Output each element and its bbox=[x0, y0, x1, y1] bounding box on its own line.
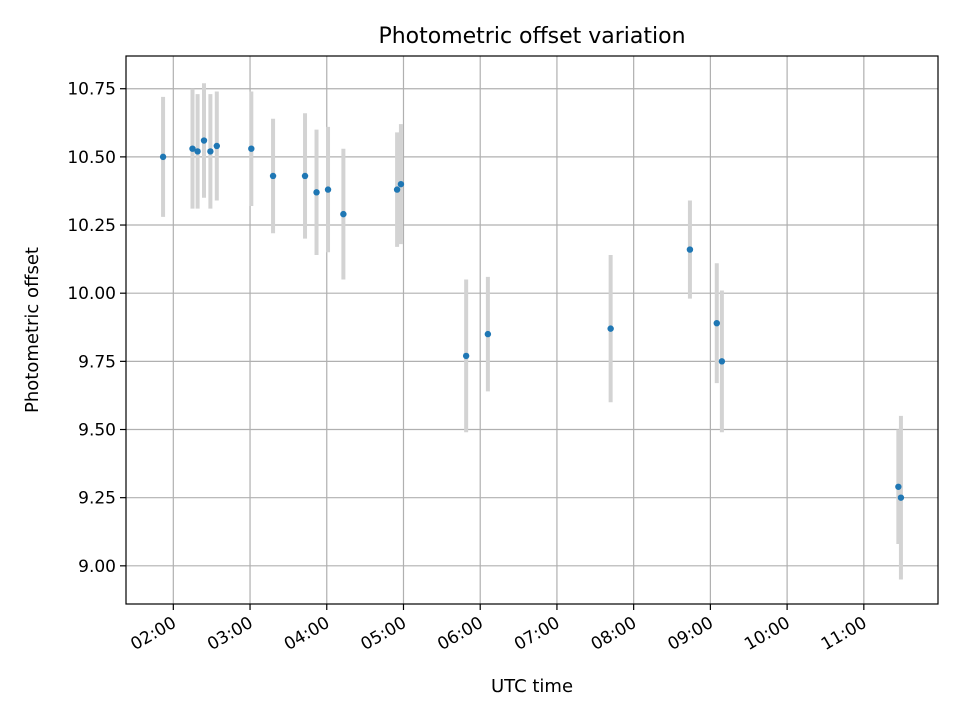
y-tick-label: 9.50 bbox=[78, 421, 116, 441]
data-point bbox=[189, 145, 196, 152]
data-point bbox=[713, 319, 720, 327]
data-points bbox=[159, 137, 905, 501]
data-point bbox=[213, 142, 220, 150]
data-point bbox=[718, 358, 726, 365]
y-tick-label: 10.25 bbox=[67, 216, 116, 236]
data-point bbox=[484, 330, 492, 338]
data-point bbox=[393, 186, 401, 193]
data-point bbox=[897, 494, 905, 501]
data-point bbox=[313, 189, 320, 196]
y-tick-label: 10.75 bbox=[67, 80, 116, 100]
data-point bbox=[301, 172, 309, 180]
plot-frame bbox=[125, 55, 939, 605]
y-tick-label: 10.50 bbox=[67, 148, 116, 168]
data-point bbox=[194, 148, 201, 155]
y-tick-label: 9.75 bbox=[78, 352, 116, 372]
data-point bbox=[462, 352, 470, 360]
data-point bbox=[269, 172, 277, 180]
data-point bbox=[397, 180, 405, 188]
data-point bbox=[340, 210, 347, 218]
data-point bbox=[686, 246, 694, 253]
y-tick-label: 9.00 bbox=[78, 557, 116, 577]
data-point bbox=[607, 325, 614, 332]
y-axis-ticks: 9.00 9.25 9.50 9.75 10.00 10.25 10.50 10.75 bbox=[67, 80, 126, 577]
y-tick-label: 10.00 bbox=[67, 284, 116, 304]
data-point bbox=[895, 483, 902, 490]
data-point bbox=[324, 186, 332, 193]
data-point bbox=[159, 153, 167, 161]
y-axis-label: Photometric offset bbox=[22, 247, 43, 413]
data-point bbox=[248, 145, 255, 152]
x-axis-label: UTC time bbox=[491, 676, 573, 697]
chart-title: Photometric offset variation bbox=[378, 24, 685, 49]
y-tick-label: 9.25 bbox=[78, 489, 116, 509]
data-point bbox=[200, 137, 208, 144]
data-point bbox=[207, 148, 214, 155]
